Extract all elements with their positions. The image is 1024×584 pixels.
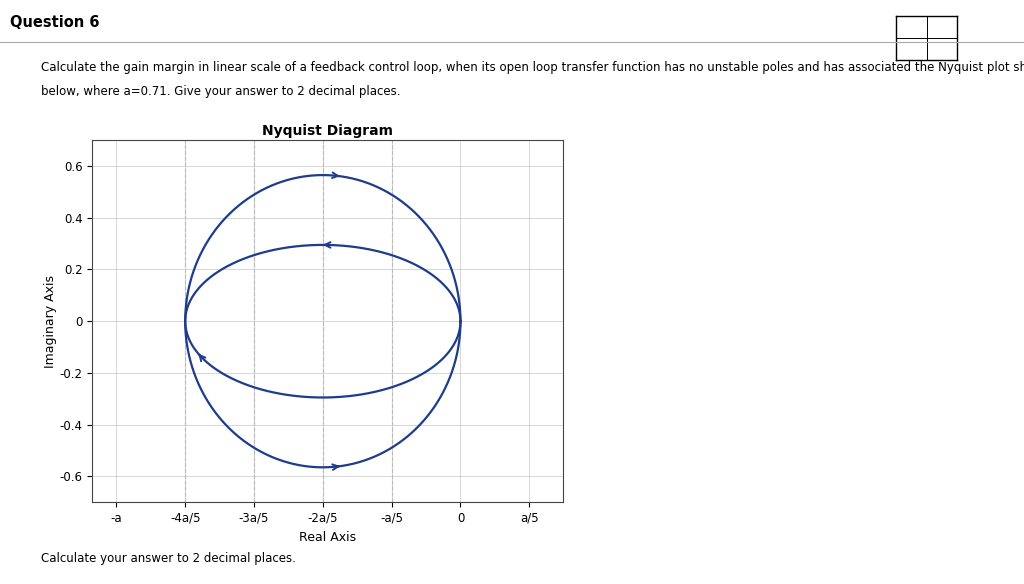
X-axis label: Real Axis: Real Axis (299, 530, 356, 544)
Text: Calculate the gain margin in linear scale of a feedback control loop, when its o: Calculate the gain margin in linear scal… (41, 61, 1024, 74)
Text: below, where a=0.71. Give your answer to 2 decimal places.: below, where a=0.71. Give your answer to… (41, 85, 400, 98)
Title: Nyquist Diagram: Nyquist Diagram (262, 124, 393, 138)
Text: Question 6: Question 6 (10, 15, 99, 30)
Text: Calculate your answer to 2 decimal places.: Calculate your answer to 2 decimal place… (41, 552, 296, 565)
Y-axis label: Imaginary Axis: Imaginary Axis (44, 274, 56, 368)
